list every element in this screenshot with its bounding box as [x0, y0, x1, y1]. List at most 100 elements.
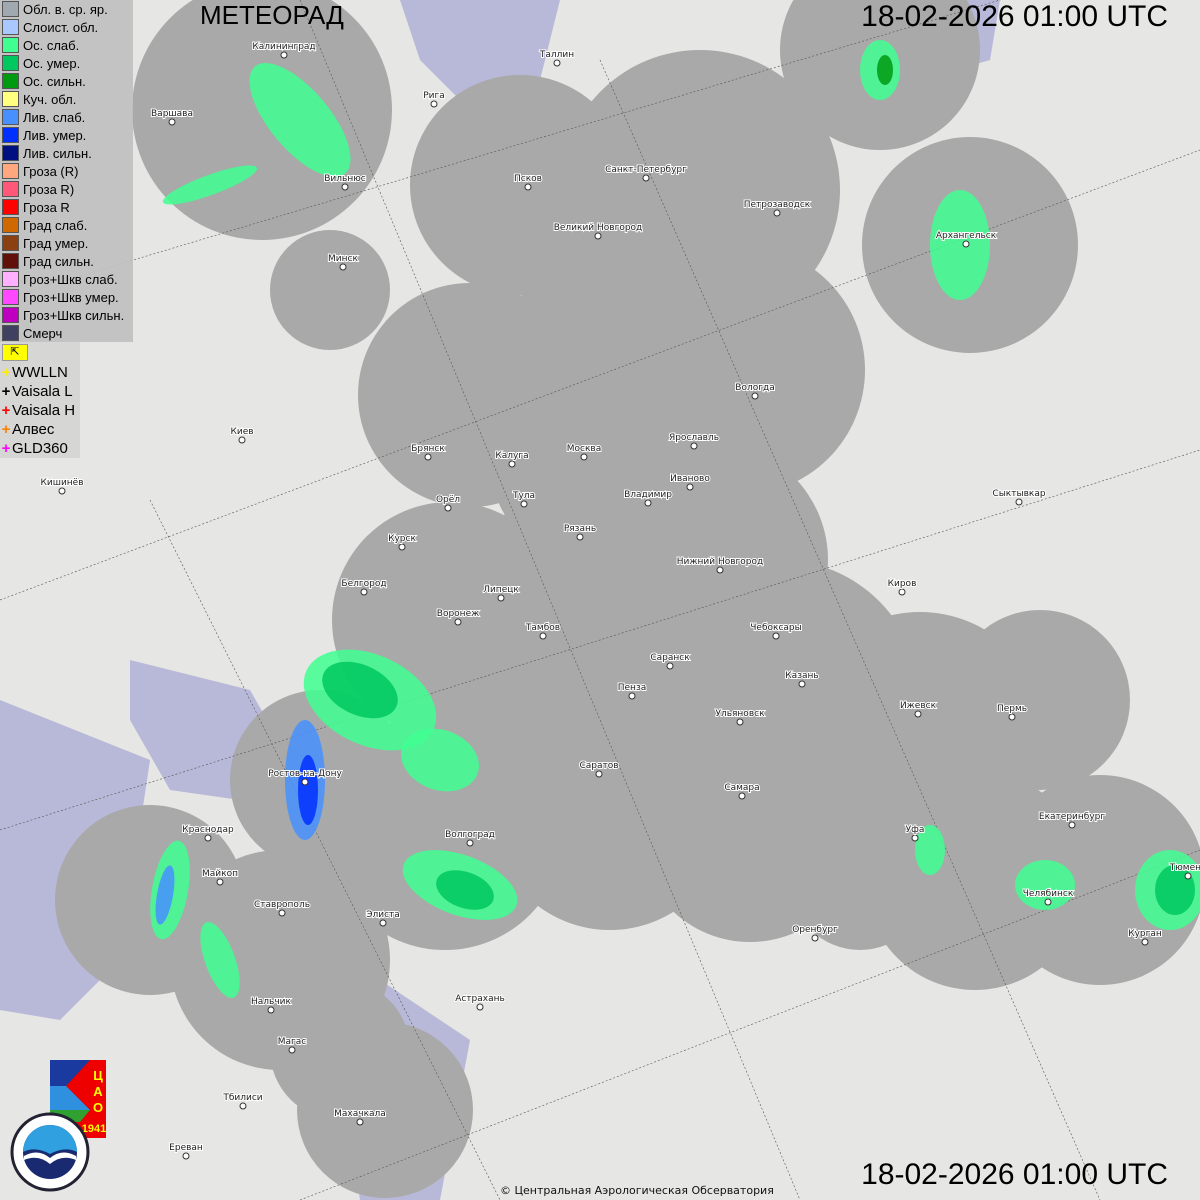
legend-item: Лив. слаб.	[0, 108, 133, 126]
city-label: Оренбург	[792, 925, 838, 935]
city-dot-icon	[553, 59, 561, 67]
city-dot-icon	[666, 662, 674, 670]
lightning-source-label: Алвес	[12, 421, 55, 438]
city-dot-icon	[520, 500, 528, 508]
city-marker: Тамбов	[524, 622, 561, 640]
city-marker: Минск	[327, 253, 360, 271]
city-label: Киев	[230, 427, 253, 437]
radar-coverage-circle	[865, 770, 1085, 990]
city-marker: Санкт-Петербург	[604, 164, 688, 182]
city-label: Ереван	[169, 1143, 203, 1153]
legend-item: Гроз+Шкв слаб.	[0, 270, 133, 288]
lightning-source-item[interactable]: + GLD360	[0, 439, 80, 458]
city-label: Ростов-на-Дону	[268, 769, 342, 779]
precipitation-echo	[249, 63, 351, 177]
legend-label: Град слаб.	[23, 217, 88, 233]
city-marker: Магас	[277, 1036, 307, 1054]
city-label: Белгород	[341, 579, 386, 589]
city-dot-icon	[497, 594, 505, 602]
legend-item: Гроза R)	[0, 180, 133, 198]
city-label: Тбилиси	[222, 1093, 262, 1103]
lightning-source-item[interactable]: + WWLLN	[0, 363, 80, 382]
legend-item: Гроза (R)	[0, 162, 133, 180]
city-marker: Таллин	[538, 49, 575, 67]
lightning-source-item[interactable]: + Vaisala L	[0, 382, 80, 401]
city-dot-icon	[301, 778, 309, 786]
legend-swatch	[2, 19, 19, 35]
city-dot-icon	[341, 183, 349, 191]
city-dot-icon	[466, 839, 474, 847]
city-marker: Ставрополь	[253, 899, 311, 917]
legend-swatch	[2, 145, 19, 161]
city-marker: Ростов-на-Дону	[267, 768, 343, 786]
legend-label: Град сильн.	[23, 253, 94, 269]
lightning-source-label: Vaisala L	[12, 383, 73, 400]
city-label: Кишинёв	[40, 478, 83, 488]
city-dot-icon	[356, 1118, 364, 1126]
city-label: Тюмень	[1169, 863, 1200, 873]
precipitation-echo	[915, 825, 945, 875]
city-label: Курган	[1128, 929, 1162, 939]
city-marker: Оренбург	[791, 924, 839, 942]
radar-coverage-circle	[950, 610, 1130, 790]
city-label: Нижний Новгород	[677, 557, 763, 567]
city-dot-icon	[280, 51, 288, 59]
city-label: Самара	[724, 783, 759, 793]
legend-swatch	[2, 307, 19, 323]
city-marker: Архангельск	[935, 230, 998, 248]
crosshair-icon: +	[1, 421, 11, 438]
precipitation-echo	[155, 865, 175, 925]
app-title: МЕТЕОРАД	[200, 0, 344, 30]
legend-item: Гроз+Шкв сильн.	[0, 306, 133, 324]
city-label: Рига	[423, 91, 445, 101]
city-label: Брянск	[411, 444, 445, 454]
lightning-toggle-button[interactable]: ⇱	[2, 344, 28, 361]
city-dot-icon	[772, 632, 780, 640]
city-marker: Челябинск	[1022, 888, 1075, 906]
city-label: Тула	[512, 491, 535, 501]
city-marker: Рига	[422, 90, 446, 108]
legend-label: Ос. сильн.	[23, 73, 86, 89]
city-label: Киров	[888, 579, 917, 589]
city-marker: Великий Новгород	[553, 222, 643, 240]
legend-item: Гроз+Шкв умер.	[0, 288, 133, 306]
city-marker: Калуга	[494, 450, 530, 468]
crosshair-icon: +	[1, 364, 11, 381]
svg-text:Ц: Ц	[93, 1068, 103, 1083]
city-dot-icon	[539, 632, 547, 640]
lightning-source-label: Vaisala H	[12, 402, 76, 419]
city-marker: Калининград	[251, 41, 317, 59]
city-marker: Тбилиси	[221, 1092, 264, 1110]
city-dot-icon	[628, 692, 636, 700]
precipitation-echo	[298, 755, 318, 825]
svg-text:О: О	[93, 1100, 103, 1115]
city-label: Вологда	[735, 383, 774, 393]
city-marker: Ульяновск	[714, 708, 766, 726]
city-marker: Киров	[887, 578, 917, 596]
city-marker: Петрозаводск	[743, 199, 812, 217]
crosshair-icon: +	[1, 402, 11, 419]
legend-item: Обл. в. ср. яр.	[0, 0, 133, 18]
city-dot-icon	[642, 174, 650, 182]
lightning-source-item[interactable]: + Vaisala H	[0, 401, 80, 420]
city-label: Орёл	[436, 495, 460, 505]
lightning-source-item[interactable]: + Алвес	[0, 420, 80, 439]
legend-swatch	[2, 289, 19, 305]
radar-coverage-circle	[270, 980, 410, 1120]
city-label: Санкт-Петербург	[605, 165, 687, 175]
radar-coverage-circle	[790, 810, 930, 950]
city-label: Майкоп	[202, 869, 238, 879]
city-label: Москва	[567, 444, 601, 454]
legend-swatch	[2, 181, 19, 197]
city-marker: Самара	[723, 782, 761, 800]
legend-label: Гроз+Шкв умер.	[23, 289, 119, 305]
city-marker: Екатеринбург	[1038, 811, 1106, 829]
legend-item: Лив. умер.	[0, 126, 133, 144]
city-marker: Курск	[387, 533, 417, 551]
city-dot-icon	[736, 718, 744, 726]
city-dot-icon	[576, 533, 584, 541]
city-marker: Сыктывкар	[991, 488, 1047, 506]
city-marker: Киев	[229, 426, 255, 444]
city-marker: Саранск	[649, 652, 691, 670]
